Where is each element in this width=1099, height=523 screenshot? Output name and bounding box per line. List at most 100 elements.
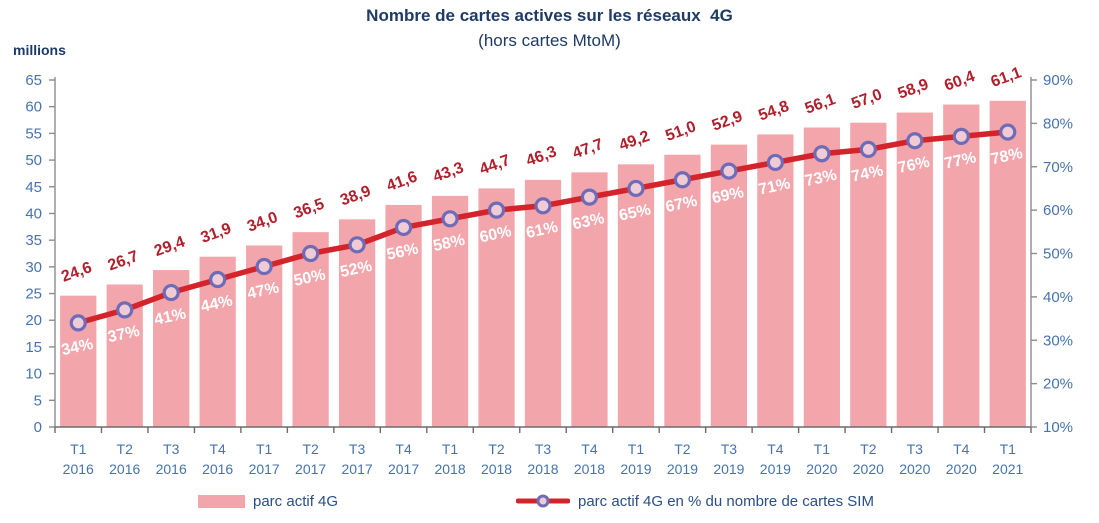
bar-value-label: 58,9 (896, 76, 931, 103)
line-series-label: parc actif 4G en % du nombre de cartes S… (578, 492, 874, 510)
pct-line-marker (999, 123, 1017, 141)
left-axis-tick-label: 35 (25, 232, 42, 249)
x-label-quarter: T3 (721, 441, 738, 457)
bar-value-label: 41,6 (384, 168, 419, 195)
right-axis-tick-label: 40% (1043, 289, 1073, 306)
bar-value-label: 60,4 (942, 68, 977, 95)
pct-line-marker (580, 188, 599, 206)
pct-value-label: 47% (246, 279, 281, 302)
bar-value-label: 57,0 (849, 86, 884, 113)
x-label-quarter: T3 (349, 441, 366, 457)
pct-line-marker (209, 270, 227, 289)
pct-value-label: 52% (339, 258, 374, 281)
bar-series-swatch-icon (198, 494, 245, 508)
x-label-quarter: T2 (674, 441, 691, 457)
bar (338, 219, 376, 427)
pct-value-label: 76% (896, 154, 931, 177)
pct-line-marker (859, 140, 877, 158)
x-label-quarter: T4 (767, 441, 784, 457)
pct-line-marker (302, 244, 320, 263)
left-axis-tick-label: 5 (34, 392, 42, 409)
legend: parc actif 4G parc actif 4G en % du nomb… (0, 487, 1099, 517)
pct-value-label: 67% (664, 193, 699, 216)
bar (292, 232, 329, 427)
bar-value-label: 46,3 (524, 143, 559, 170)
bar-value-label: 29,4 (152, 233, 187, 260)
x-label-year: 2016 (63, 461, 94, 477)
x-label-year: 2017 (295, 461, 326, 477)
x-label-quarter: T1 (442, 441, 459, 457)
left-axis-tick-label: 60 (25, 99, 42, 116)
x-label-year: 2020 (946, 461, 977, 477)
x-label-year: 2016 (109, 461, 140, 477)
pct-value-label: 74% (850, 162, 885, 185)
bar-value-label: 56,1 (803, 91, 838, 118)
bar-value-label: 24,6 (59, 259, 94, 286)
bar-series-label: parc actif 4G (253, 492, 339, 510)
bar (385, 204, 422, 427)
left-axis-tick-label: 10 (25, 366, 42, 383)
chart-title: Nombre de cartes actives sur les réseaux… (366, 6, 733, 25)
pct-value-label: 73% (803, 167, 838, 190)
x-label-year: 2017 (249, 461, 280, 477)
bar (757, 134, 794, 427)
pct-line-marker (255, 257, 273, 276)
pct-value-label: 44% (199, 292, 234, 315)
pct-line-marker (534, 197, 552, 215)
pct-value-label: 50% (292, 266, 327, 289)
left-axis-tick-label: 30 (25, 259, 42, 276)
left-axis-tick-label: 40 (25, 205, 42, 222)
pct-value-label: 58% (432, 232, 467, 255)
x-label-quarter: T4 (395, 441, 412, 457)
pct-line-marker (394, 218, 413, 237)
right-axis-tick-label: 90% (1043, 72, 1073, 89)
pct-line-marker (162, 283, 180, 302)
chart-subtitle: (hors cartes MtoM) (478, 31, 621, 50)
right-axis-tick-label: 50% (1043, 246, 1073, 263)
right-axis-tick-label: 20% (1043, 376, 1073, 393)
bar (850, 122, 887, 427)
bar-value-label: 26,7 (106, 248, 141, 275)
pct-line-marker (348, 236, 366, 254)
left-axis-tick-label: 20 (25, 312, 42, 329)
pct-value-label: 41% (153, 305, 188, 328)
left-axis-tick-label: 55 (25, 125, 42, 142)
pct-line-marker (906, 132, 924, 150)
x-label-quarter: T2 (488, 441, 505, 457)
pct-value-label: 77% (943, 149, 978, 172)
left-axis-tick-label: 15 (25, 339, 42, 356)
line-series-swatch-icon (516, 494, 570, 508)
pct-value-label: 71% (757, 175, 792, 198)
bar (246, 245, 283, 427)
bar (896, 112, 933, 428)
x-label-quarter: T2 (117, 441, 134, 457)
bar-value-label: 31,9 (199, 220, 234, 247)
legend-item-bars: parc actif 4G (198, 487, 338, 515)
pct-value-label: 69% (711, 184, 746, 207)
bar-value-label: 51,0 (663, 118, 698, 145)
x-label-quarter: T1 (628, 441, 645, 457)
x-label-year: 2016 (156, 461, 187, 477)
right-axis-tick-label: 10% (1043, 419, 1073, 436)
pct-value-label: 63% (571, 210, 606, 233)
bar-value-label: 43,3 (431, 159, 466, 186)
right-axis-tick-label: 80% (1043, 115, 1073, 132)
pct-value-label: 65% (618, 201, 653, 224)
x-label-year: 2019 (760, 461, 791, 477)
x-label-quarter: T2 (302, 441, 319, 457)
x-label-quarter: T1 (256, 441, 273, 457)
x-label-year: 2017 (388, 461, 419, 477)
x-label-quarter: T4 (581, 441, 598, 457)
x-label-quarter: T4 (209, 441, 226, 457)
x-label-year: 2019 (667, 461, 698, 477)
left-axis-tick-label: 50 (25, 152, 42, 169)
x-label-year: 2018 (527, 461, 558, 477)
left-axis-tick-label: 25 (25, 286, 42, 303)
pct-value-label: 60% (478, 223, 513, 246)
x-label-quarter: T2 (860, 441, 877, 457)
bar (710, 144, 748, 427)
bar-value-label: 61,1 (989, 64, 1024, 91)
legend-item-line: parc actif 4G en % du nombre de cartes S… (516, 487, 874, 515)
pct-value-label: 34% (60, 336, 95, 359)
bar-value-label: 47,7 (570, 136, 605, 163)
